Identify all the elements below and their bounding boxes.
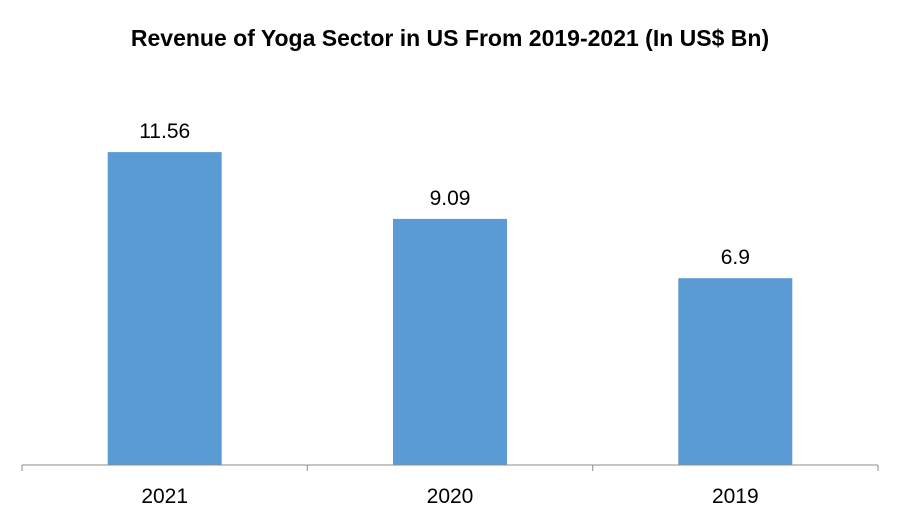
x-tick-label-2020: 2020 (427, 485, 474, 508)
x-axis-tick-labels: 2021 2020 2019 (141, 485, 758, 508)
data-labels-group: 11.56 9.09 6.9 (139, 120, 750, 269)
x-tick-label-2021: 2021 (141, 485, 188, 508)
bar-2021 (107, 152, 222, 465)
bars-group (107, 152, 793, 465)
x-tick-label-2019: 2019 (712, 485, 759, 508)
bar-2020 (393, 218, 507, 465)
data-label-2020: 9.09 (430, 187, 471, 210)
data-label-2021: 11.56 (139, 120, 190, 143)
x-axis-ticks (21, 465, 879, 471)
bar-2019 (678, 278, 793, 465)
data-label-2019: 6.9 (721, 246, 750, 269)
chart-title: Revenue of Yoga Sector in US From 2019-2… (131, 25, 769, 51)
